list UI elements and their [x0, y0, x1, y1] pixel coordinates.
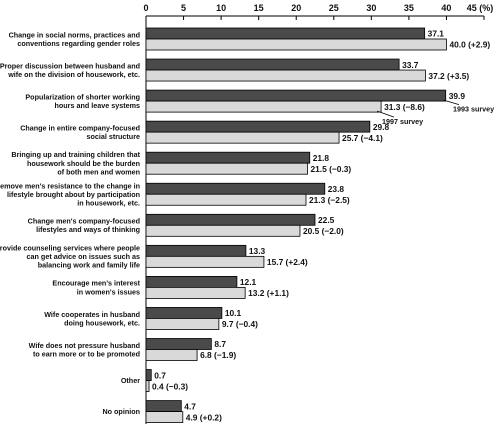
bar — [145, 193, 307, 206]
x-tick-label: 25 — [329, 3, 339, 13]
bar-value-label: 4.7 — [184, 401, 196, 411]
bar — [145, 244, 247, 257]
bar-value-label: 39.9 — [449, 91, 466, 101]
bar-value-label: 8.7 — [214, 339, 226, 349]
category-label: conventions regarding gender roles — [17, 39, 140, 48]
bar-value-label: 4.9 (+0.2) — [186, 412, 222, 422]
category-label: hours and leave systems — [55, 101, 141, 110]
bar-value-label: 31.3 (−8.6) — [384, 102, 425, 112]
annotation-label: 1993 survey — [453, 105, 494, 114]
bar — [145, 69, 426, 82]
bar — [145, 131, 340, 144]
bar-value-label: 37.2 (+3.5) — [428, 71, 469, 81]
bar — [145, 318, 220, 330]
bar — [145, 349, 198, 361]
bar-value-label: 21.5 (−0.3) — [310, 164, 351, 174]
category-label: of both men and women — [57, 167, 140, 176]
bar — [145, 38, 447, 51]
bar — [145, 400, 182, 413]
bar — [145, 151, 311, 164]
category-label: in housework, etc. — [77, 198, 140, 207]
bar-value-label: 40.0 (+2.9) — [449, 40, 490, 50]
bar — [145, 120, 371, 133]
x-tick-label: 5 — [181, 3, 186, 13]
x-tick-label: 15 — [254, 3, 264, 13]
category-label: housework should be the burden — [27, 159, 140, 168]
bar — [145, 27, 426, 40]
bar — [145, 58, 400, 71]
x-tick-label: 45 (%) — [467, 3, 494, 13]
bar-value-label: 10.1 — [225, 308, 242, 318]
bar — [145, 255, 265, 268]
category-label: Wife cooperates in husband — [44, 310, 140, 319]
x-tick-label: 30 — [366, 3, 376, 13]
category-label: can get advice on issues such as — [27, 252, 140, 261]
category-label: Change in social norms, practices and — [9, 30, 140, 39]
x-tick-label: 35 — [404, 3, 414, 13]
x-tick-label: 10 — [216, 3, 226, 13]
bar-value-label: 21.3 (−2.5) — [309, 195, 350, 205]
category-label: Proper discussion between husband and — [0, 61, 140, 70]
bar-value-label: 20.5 (−2.0) — [303, 226, 344, 236]
category-label: doing housework, etc. — [64, 318, 140, 327]
category-label: Other — [121, 376, 140, 385]
bar-value-label: 0.4 (−0.3) — [152, 381, 188, 391]
x-tick-label: 0 — [143, 3, 148, 13]
category-label: social structure — [86, 132, 140, 141]
annotation-label: 1997 survey — [382, 117, 423, 126]
bar-value-label: 0.7 — [154, 370, 166, 380]
bar-value-label: 22.5 — [318, 215, 335, 225]
category-label: Provide counseling services where people — [0, 243, 140, 252]
bar-value-label: 9.7 (−0.4) — [222, 319, 258, 329]
bar — [145, 275, 238, 288]
category-label: lifestyles and ways of thinking — [36, 225, 140, 234]
bar — [145, 380, 150, 392]
category-label: balancing work and family life — [38, 261, 140, 270]
bar-value-label: 37.1 — [428, 29, 445, 39]
category-label: Wife does not pressure husband — [29, 341, 140, 350]
bar — [145, 338, 212, 350]
bar-value-label: 13.3 — [249, 246, 266, 256]
category-label: Popularization of shorter working — [25, 92, 140, 101]
bar — [145, 100, 382, 113]
x-tick-label: 40 — [441, 3, 451, 13]
category-label: in women's issues — [77, 287, 140, 296]
category-label: Change men's company-focused — [28, 217, 140, 226]
annotation-leader — [443, 99, 460, 105]
bar-value-label: 21.8 — [313, 153, 330, 163]
bar-value-label: 23.8 — [328, 184, 345, 194]
bar-value-label: 29.8 — [373, 122, 390, 132]
category-label: to earn more or to be promoted — [33, 349, 140, 358]
category-label: Bringing up and training children that — [11, 150, 140, 159]
bar-value-label: 12.1 — [240, 277, 257, 287]
bar-value-label: 25.7 (−4.1) — [342, 133, 383, 143]
category-label: Encourage men's interest — [52, 279, 140, 288]
bar — [145, 89, 447, 102]
bar-value-label: 33.7 — [402, 60, 419, 70]
category-label: wife on the division of housework, etc. — [7, 70, 140, 79]
bar — [145, 162, 308, 175]
bar — [145, 307, 223, 319]
category-label: lifestyle brought about by participation — [7, 190, 140, 199]
bar — [145, 182, 326, 195]
bar — [145, 213, 316, 226]
category-label: Remove men's resistance to the change in — [0, 181, 140, 190]
bar — [145, 411, 184, 424]
category-label: Change in entire company-focused — [20, 123, 140, 132]
bar — [145, 224, 301, 237]
annotation-leader — [376, 110, 395, 118]
bar-value-label: 13.2 (+1.1) — [248, 288, 289, 298]
category-label: No opinion — [102, 407, 140, 416]
bar — [145, 286, 246, 299]
x-tick-label: 20 — [291, 3, 301, 13]
bar-value-label: 6.8 (−1.9) — [200, 350, 236, 360]
bar — [145, 369, 152, 381]
bar-value-label: 15.7 (+2.4) — [267, 257, 308, 267]
